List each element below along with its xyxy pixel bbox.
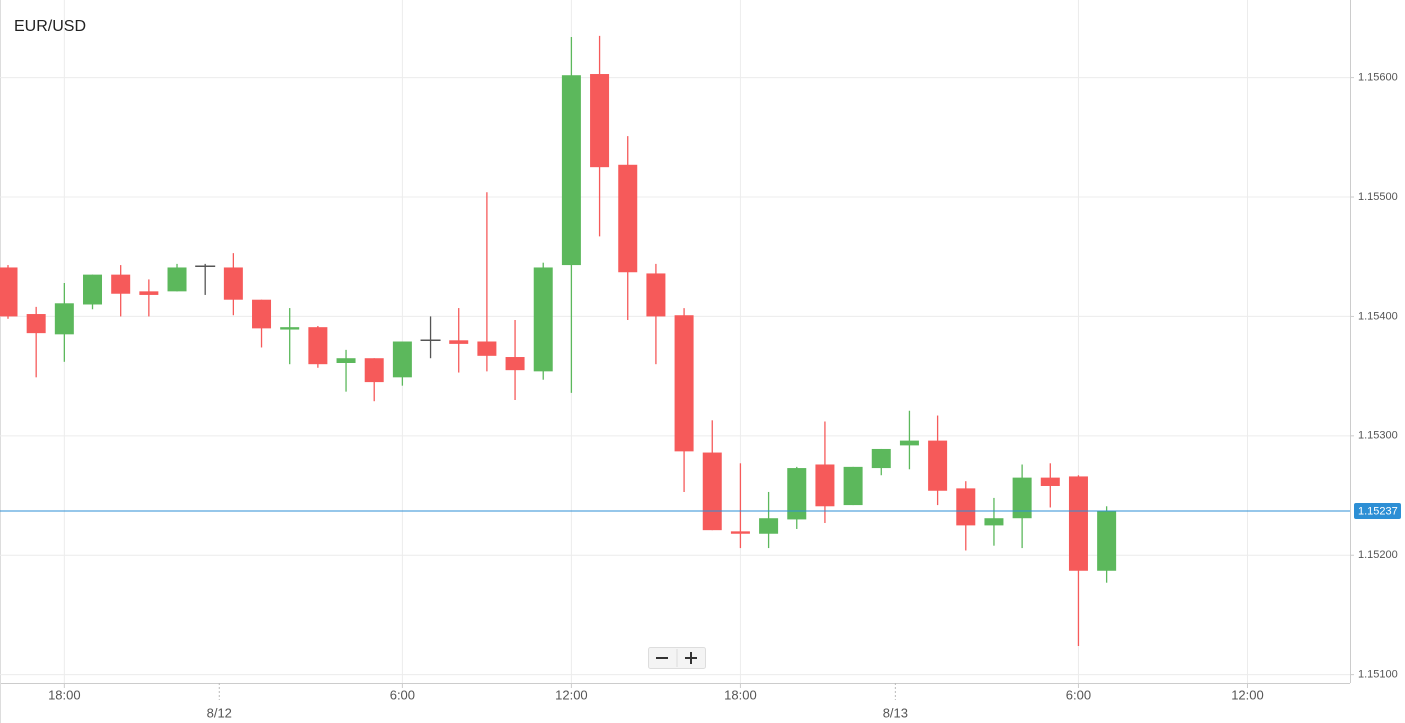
x-tick-label: 6:00 [1066, 687, 1091, 702]
candle-body [815, 464, 835, 507]
candle-body [1068, 476, 1088, 571]
candle-body [787, 468, 807, 520]
candle-body [308, 327, 328, 365]
last-price-box [1354, 503, 1401, 520]
y-tick-label: 1.15400 [1358, 310, 1398, 322]
x-tick-label: 18:00 [48, 687, 81, 702]
candle-body [139, 291, 159, 295]
y-tick-label: 1.15500 [1358, 191, 1398, 203]
candle-body [618, 164, 638, 273]
candle-body [956, 488, 976, 526]
candle-body [871, 448, 891, 469]
candle-body [252, 299, 272, 329]
candle-body [928, 440, 948, 491]
y-tick-label: 1.15300 [1358, 430, 1398, 442]
candle-body [477, 341, 497, 356]
x-tick-label: 6:00 [390, 687, 415, 702]
candle-body [590, 74, 610, 168]
chart-title: EUR/USD [14, 18, 86, 35]
x-tick-label: 18:00 [724, 687, 757, 702]
plot-area [0, 0, 1350, 683]
candle-body [759, 518, 779, 534]
candle-body [54, 303, 74, 335]
x-tick-label: 12:00 [555, 687, 588, 702]
last-price-label: 1.15237 [1358, 505, 1398, 517]
candle-body [984, 518, 1004, 526]
candle-body [1040, 477, 1060, 486]
candle-body [83, 274, 103, 305]
y-tick-label: 1.15600 [1358, 72, 1398, 84]
x-tick-label: 12:00 [1231, 687, 1264, 702]
candle-body [730, 531, 750, 534]
candle-body [1097, 511, 1117, 571]
candle-body [26, 314, 46, 334]
candle-body [561, 75, 581, 266]
candle-body [533, 267, 553, 372]
candle-body [167, 267, 187, 292]
candle-body [223, 267, 243, 300]
zoom-controls [648, 647, 706, 669]
candle-body [280, 327, 300, 330]
candle-body [0, 267, 18, 317]
y-tick-label: 1.15100 [1358, 669, 1398, 681]
candle-body [392, 341, 412, 378]
candle-body [674, 315, 694, 452]
date-label: 8/13 [883, 705, 908, 720]
candle-body [1012, 477, 1032, 519]
zoom-in-button[interactable] [685, 652, 697, 664]
date-label: 8/12 [207, 705, 232, 720]
candle-body [899, 440, 919, 446]
candle-body [843, 466, 863, 506]
candle-body [702, 452, 722, 531]
candle-body [505, 357, 525, 371]
candle-body [646, 273, 666, 317]
candle-body [364, 358, 384, 383]
y-tick-label: 1.15200 [1358, 549, 1398, 561]
candle-body [111, 274, 131, 294]
candle-body [449, 340, 469, 344]
candle-body [336, 358, 356, 363]
